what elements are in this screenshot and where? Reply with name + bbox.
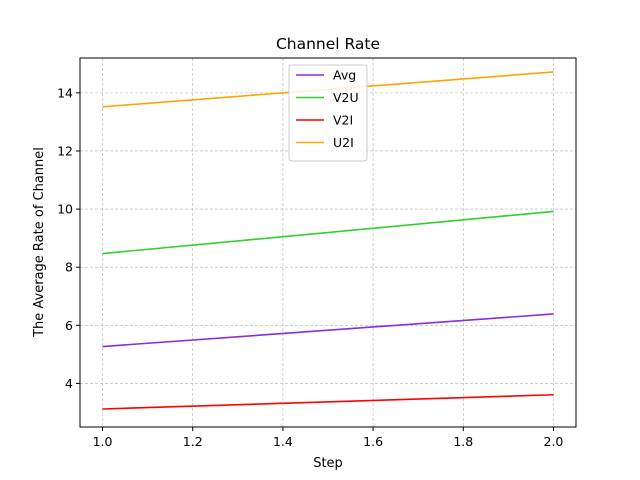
legend-label-v2u: V2U xyxy=(333,90,359,105)
series-line-v2i xyxy=(102,393,554,410)
legend-label-u2i: U2I xyxy=(333,135,354,150)
x-tick-label: 1.4 xyxy=(273,434,293,449)
y-tick-label: 4 xyxy=(65,376,73,391)
legend: Avg V2U V2I U2I xyxy=(288,64,368,162)
series-line-avg xyxy=(102,313,554,348)
plot-frame xyxy=(79,57,577,428)
legend-label-v2i: V2I xyxy=(333,113,353,128)
x-tick-label: 1.8 xyxy=(453,434,473,449)
y-tick-label: 12 xyxy=(57,143,73,158)
legend-box xyxy=(288,64,368,162)
x-axis-label: Step xyxy=(313,456,343,471)
y-tick-label: 10 xyxy=(57,202,73,217)
x-axis: 1.0 1.2 1.4 1.6 1.8 2.0 xyxy=(93,427,564,449)
series-line-v2u xyxy=(102,210,554,255)
x-tick-label: 1.6 xyxy=(363,434,383,449)
y-tick-label: 6 xyxy=(65,318,73,333)
x-tick-label: 1.2 xyxy=(183,434,203,449)
y-tick-label: 14 xyxy=(57,85,73,100)
x-tick-label: 1.0 xyxy=(93,434,113,449)
chart-title: Channel Rate xyxy=(276,35,380,53)
x-tick-label: 2.0 xyxy=(544,434,564,449)
y-axis: 4 6 8 10 12 14 xyxy=(57,85,80,391)
y-axis-label: The Average Rate of Channel xyxy=(32,147,47,338)
grid xyxy=(80,58,576,427)
legend-label-avg: Avg xyxy=(333,68,356,83)
y-tick-label: 8 xyxy=(65,260,73,275)
